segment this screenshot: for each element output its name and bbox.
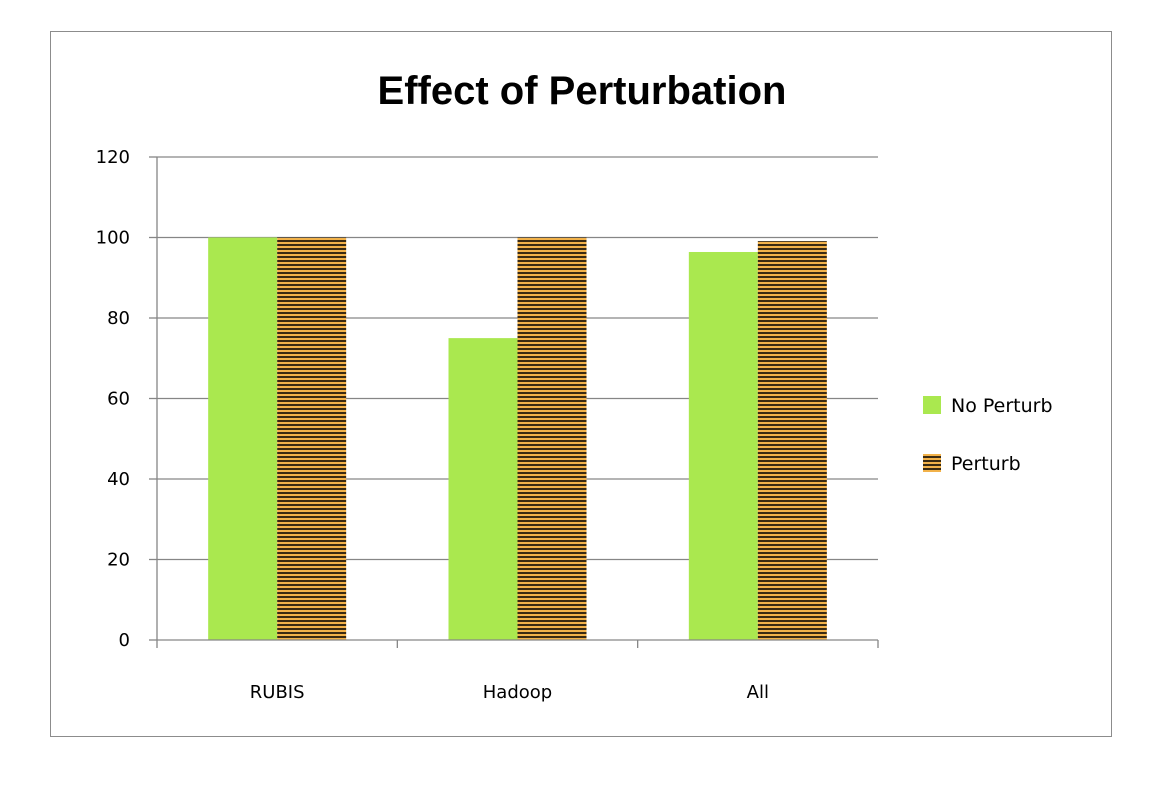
y-tick-label: 20 <box>107 550 130 571</box>
y-tick-label: 80 <box>107 308 130 329</box>
legend-swatch <box>923 396 941 414</box>
legend-label: No Perturb <box>951 395 1053 417</box>
y-tick-label: 120 <box>96 147 130 168</box>
y-tick-label: 40 <box>107 469 130 490</box>
chart-title: Effect of Perturbation <box>378 69 787 113</box>
bars <box>208 237 827 641</box>
bar-perturb <box>757 241 827 640</box>
y-tick-label: 60 <box>107 389 130 410</box>
legend-label: Perturb <box>951 453 1021 475</box>
x-tick-label: RUBIS <box>250 682 305 703</box>
x-tick-label: Hadoop <box>483 682 552 703</box>
bar-perturb <box>517 237 587 640</box>
bar-perturb <box>277 237 347 640</box>
y-tick-label: 100 <box>96 228 130 249</box>
bar-no-perturb <box>208 237 278 640</box>
axes: 0 20 40 60 80 100 120 RUBIS Hadoop All <box>96 147 879 703</box>
y-tick-label: 0 <box>119 630 130 651</box>
bar-no-perturb <box>448 338 518 640</box>
legend-swatch <box>923 454 941 472</box>
legend: No Perturb Perturb <box>923 395 1053 475</box>
bar-no-perturb <box>688 251 758 641</box>
x-tick-label: All <box>747 682 769 703</box>
